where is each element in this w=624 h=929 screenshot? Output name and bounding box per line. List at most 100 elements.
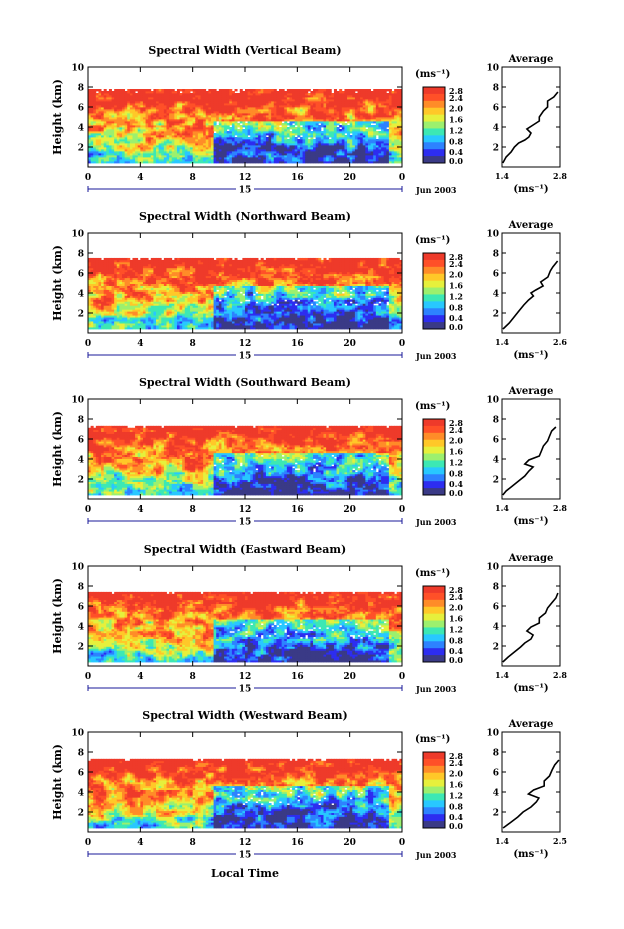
heatmap-cell (161, 113, 165, 116)
heatmap-cell (286, 135, 290, 138)
heatmap-cell (224, 89, 228, 92)
heatmap-cell (326, 143, 330, 146)
heatmap-cell (93, 145, 97, 148)
heatmap-cell (106, 101, 110, 104)
heatmap-cell (318, 133, 322, 136)
heatmap-cell (284, 141, 288, 144)
heatmap-cell (318, 95, 322, 98)
heatmap-cell (171, 123, 175, 126)
heatmap-cell (156, 145, 160, 148)
heatmap-cell (258, 129, 262, 132)
heatmap-cells (88, 257, 403, 330)
heatmap-cell (281, 151, 285, 154)
heatmap-cell (252, 137, 256, 140)
heatmap-cell (286, 139, 290, 142)
heatmap-cell (218, 153, 222, 156)
heatmap-cell (231, 127, 235, 130)
heatmap-cell (281, 99, 285, 102)
heatmap-cell (132, 147, 136, 150)
heatmap-cell (195, 115, 199, 118)
heatmap-cell (203, 113, 207, 116)
heatmap-cell (318, 115, 322, 118)
heatmap-cell (281, 137, 285, 140)
heatmap-cell (129, 151, 133, 154)
heatmap-cell (320, 103, 324, 106)
heatmap-cell (286, 143, 290, 146)
heatmap-cell (260, 119, 264, 122)
heatmap-cell (140, 117, 144, 120)
heatmap-cell (93, 157, 97, 160)
panel-title: Spectral Width (Northward Beam) (139, 210, 351, 223)
heatmap-cell (103, 109, 107, 112)
heatmap-cell (124, 117, 128, 120)
heatmap-cell (221, 97, 225, 100)
heatmap-cell (161, 151, 165, 154)
heatmap-cell (273, 141, 277, 144)
heatmap-cell (93, 105, 97, 108)
heatmap-cell (98, 125, 102, 128)
heatmap-cell (171, 97, 175, 100)
heatmap-cell (145, 139, 149, 142)
heatmap-cell (273, 153, 277, 156)
heatmap-cell (208, 129, 212, 132)
heatmap-cell (226, 119, 230, 122)
heatmap-cell (140, 107, 144, 110)
heatmap-cell (153, 127, 157, 130)
heatmap-cell (276, 107, 280, 110)
heatmap-cell (234, 125, 238, 128)
heatmap-cell (127, 153, 131, 156)
heatmap-cell (218, 95, 222, 98)
heatmap-cell (95, 101, 99, 104)
heatmap-cell (299, 117, 303, 120)
heatmap-cell (286, 95, 290, 98)
heatmap-cell (294, 161, 298, 164)
heatmap-cell (179, 151, 183, 154)
heatmap-cell (111, 93, 115, 96)
heatmap-cell (205, 127, 209, 130)
heatmap-cell (161, 143, 165, 146)
heatmap-cell (195, 95, 199, 98)
heatmap-cell (150, 131, 154, 134)
heatmap-cell (208, 105, 212, 108)
heatmap-cell (313, 121, 317, 124)
heatmap-cell (203, 131, 207, 134)
heatmap-cell (108, 155, 112, 158)
heatmap-cell (313, 119, 317, 122)
heatmap-cell (161, 141, 165, 144)
heatmap-cell (119, 153, 123, 156)
heatmap-cell (145, 151, 149, 154)
heatmap-cell (313, 153, 317, 156)
heatmap-cell (231, 145, 235, 148)
heatmap-cell (171, 127, 175, 130)
heatmap-cell (320, 153, 324, 156)
colorbar-swatch (423, 156, 445, 164)
heatmap-cell (229, 131, 233, 134)
heatmap-cell (108, 91, 112, 94)
heatmap-cell (150, 103, 154, 106)
heatmap-cell (224, 145, 228, 148)
heatmap-cell (286, 141, 290, 144)
heatmap-cell (242, 153, 246, 156)
heatmap-cell (190, 133, 194, 136)
heatmap-cell (135, 141, 139, 144)
heatmap-cell (210, 127, 214, 130)
heatmap-cell (163, 129, 167, 132)
heatmap-cell (156, 101, 160, 104)
heatmap-cell (284, 121, 288, 124)
heatmap-cell (124, 99, 128, 102)
heatmap-cell (258, 113, 262, 116)
heatmap-cell (281, 129, 285, 132)
heatmap-cell (292, 95, 296, 98)
heatmap-cell (111, 105, 115, 108)
heatmap-cell (284, 147, 288, 150)
heatmap-cell (153, 109, 157, 112)
heatmap-cell (132, 97, 136, 100)
heatmap-cell (226, 155, 230, 158)
heatmap-cell (200, 135, 204, 138)
heatmap-cell (302, 103, 306, 106)
heatmap-cell (302, 131, 306, 134)
heatmap-cell (95, 97, 99, 100)
heatmap-cell (106, 115, 110, 118)
heatmap-cell (299, 137, 303, 140)
heatmap-cell (326, 109, 330, 112)
